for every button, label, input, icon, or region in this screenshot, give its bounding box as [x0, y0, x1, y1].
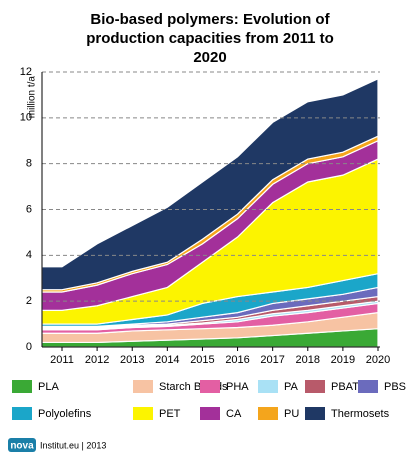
y-tick-label: 6 [26, 203, 32, 215]
legend-swatch [305, 380, 325, 393]
x-tick-label: 2011 [50, 354, 74, 366]
x-tick-label: 2019 [331, 354, 355, 366]
legend-swatch [12, 380, 32, 393]
x-tick-label: 2013 [120, 354, 144, 366]
x-tick-label: 2020 [366, 354, 390, 366]
legend-label: PU [284, 408, 299, 420]
y-tick-label: 2 [26, 295, 32, 307]
legend-swatch [200, 407, 220, 420]
area [41, 77, 379, 291]
legend-label: PHA [226, 381, 249, 393]
x-tick-label: 2016 [225, 354, 249, 366]
y-tick-label: 10 [20, 112, 32, 124]
legend-swatch [305, 407, 325, 420]
y-tick-label: 8 [26, 158, 32, 170]
legend-swatch [258, 380, 278, 393]
legend-label: Polyolefins [38, 408, 92, 420]
footer-logo-box [8, 438, 36, 452]
y-axis-label: million t/a [27, 76, 38, 119]
chart-title: Bio-based polymers: Evolution of product… [86, 11, 334, 66]
footer-text: Institut.eu | 2013 [40, 440, 106, 450]
legend-swatch [258, 407, 278, 420]
y-tick-label: 0 [26, 341, 32, 353]
x-tick-label: 2015 [190, 354, 214, 366]
legend-swatch [12, 407, 32, 420]
y-tick-label: 12 [20, 66, 32, 78]
y-tick-label: 4 [26, 249, 32, 261]
footer-logo: nova [10, 441, 34, 452]
legend-label: PLA [38, 381, 59, 393]
legend-label: CA [226, 408, 242, 420]
x-tick-label: 2014 [155, 354, 179, 366]
legend-label: PBAT [331, 381, 359, 393]
legend-label: PBS [384, 381, 406, 393]
legend-swatch [133, 407, 153, 420]
legend-label: PA [284, 381, 299, 393]
x-tick-label: 2017 [260, 354, 284, 366]
x-tick-label: 2012 [85, 354, 109, 366]
legend-label: Thermosets [331, 408, 390, 420]
legend-swatch [133, 380, 153, 393]
legend-swatch [358, 380, 378, 393]
x-tick-label: 2018 [296, 354, 320, 366]
legend-swatch [200, 380, 220, 393]
legend-label: PET [159, 408, 181, 420]
